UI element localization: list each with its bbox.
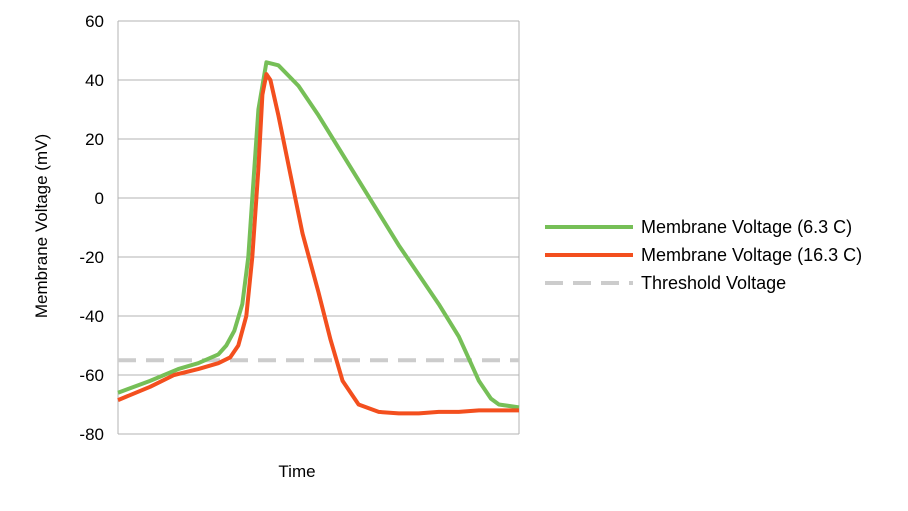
y-tick-label: 0 bbox=[95, 189, 104, 208]
y-tick-label: 40 bbox=[85, 71, 104, 90]
y-tick-label: -60 bbox=[79, 366, 104, 385]
x-axis-title: Time bbox=[278, 462, 315, 481]
y-tick-label: 20 bbox=[85, 130, 104, 149]
grid-lines bbox=[117, 20, 520, 435]
y-tick-label: -80 bbox=[79, 425, 104, 444]
y-axis-title: Membrane Voltage (mV) bbox=[32, 134, 51, 318]
y-tick-label: -40 bbox=[79, 307, 104, 326]
plot-series bbox=[117, 60, 520, 416]
legend-label-2: Threshold Voltage bbox=[641, 273, 786, 293]
y-tick-labels: 60 40 20 0 -20 -40 -60 -80 bbox=[79, 12, 104, 444]
legend-label-0: Membrane Voltage (6.3 C) bbox=[641, 217, 852, 237]
series-line-1 bbox=[117, 72, 519, 416]
legend: Membrane Voltage (6.3 C) Membrane Voltage… bbox=[545, 217, 862, 293]
legend-label-1: Membrane Voltage (16.3 C) bbox=[641, 245, 862, 265]
y-tick-label: -20 bbox=[79, 248, 104, 267]
y-tick-label: 60 bbox=[85, 12, 104, 31]
series-line-0 bbox=[117, 60, 520, 410]
